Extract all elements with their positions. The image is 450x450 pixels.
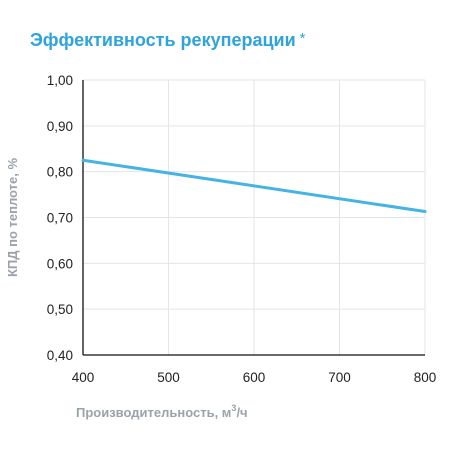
x-axis-label-text: Производительность, м: [76, 405, 231, 420]
axes: [82, 80, 425, 356]
x-tick-label: 500: [157, 370, 180, 385]
x-tick-label: 400: [72, 370, 95, 385]
grid-lines: [83, 79, 426, 355]
x-axis-label: Производительность, м3/ч: [76, 403, 248, 420]
x-tick-label: 700: [328, 370, 351, 385]
series-layer: [81, 158, 427, 214]
x-tick-label: 800: [414, 370, 437, 385]
y-axis-label: КПД по теплоте, %: [5, 158, 20, 278]
x-tick-label: 600: [243, 370, 266, 385]
title-asterisk: *: [299, 30, 306, 47]
y-tick-label: 0,60: [47, 256, 73, 271]
tick-labels: 400 500 600 700 800 0,40 0,50 0,60 0,70 0,80 0,90 1…: [47, 73, 437, 385]
x-axis-label-superscript: 3: [231, 403, 236, 413]
chart-title: Эффективность рекуперации *: [30, 30, 306, 51]
y-tick-label: 0,70: [47, 211, 73, 226]
y-tick-label: 0,50: [47, 302, 73, 317]
y-tick-label: 0,40: [47, 348, 73, 363]
x-axis-label-suffix: /ч: [236, 405, 247, 420]
series-line: [81, 158, 427, 214]
y-tick-label: 0,80: [47, 165, 73, 180]
chart-title-text: Эффективность рекуперации: [30, 30, 296, 50]
y-tick-label: 1,00: [47, 73, 73, 88]
y-tick-label: 0,90: [47, 119, 73, 134]
